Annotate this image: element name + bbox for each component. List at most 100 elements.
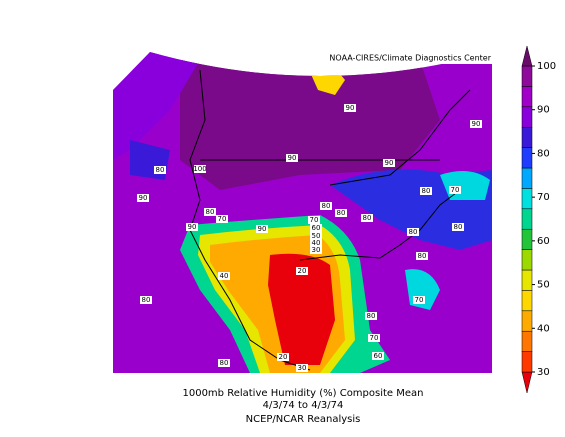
colorbar-band — [521, 126, 533, 148]
label-box — [470, 120, 482, 128]
contour-label: 90 — [288, 154, 297, 162]
contour-label: 90 — [385, 159, 394, 167]
colorbar-band — [521, 228, 533, 250]
contour-label: 60 — [374, 352, 383, 360]
label-box — [344, 104, 356, 112]
label-box — [383, 159, 395, 167]
label-box — [310, 239, 322, 247]
label-box — [277, 353, 289, 361]
contour-label: 80 — [156, 166, 165, 174]
contour-label: 40 — [312, 239, 321, 247]
credit-box — [318, 52, 494, 64]
credit: NOAA-CIRES/Climate Diagnostics Center — [329, 54, 491, 63]
colorbar-band — [521, 269, 533, 291]
label-box — [296, 364, 308, 372]
label-box — [296, 267, 308, 275]
label-box — [204, 208, 216, 216]
colorbar-tick-label: 60 — [537, 236, 550, 247]
colorbar-band — [521, 330, 533, 352]
contour-label: 70 — [451, 186, 460, 194]
label-box — [218, 272, 230, 280]
label-box — [452, 223, 464, 231]
label-box — [186, 223, 198, 231]
contour-label: 30 — [312, 246, 321, 254]
colorbar-band — [521, 249, 533, 271]
caption-line: 1000mb Relative Humidity (%) Composite M… — [182, 388, 423, 399]
contour-label: 20 — [279, 353, 288, 361]
colorbar-tick-label: 90 — [537, 105, 550, 116]
label-box — [320, 202, 332, 210]
colorbar-tick-label: 50 — [537, 280, 550, 291]
label-box — [413, 296, 425, 304]
contour-label: 70 — [310, 216, 319, 224]
label-box — [154, 166, 166, 174]
colorbar-band — [521, 65, 533, 87]
contour-label: 80 — [322, 202, 331, 210]
label-box — [218, 359, 230, 367]
colorbar-tick-label: 30 — [537, 367, 550, 378]
contour-label: 90 — [139, 194, 148, 202]
colorbar-band — [521, 167, 533, 189]
label-box — [368, 334, 380, 342]
contour-label: 80 — [220, 359, 229, 367]
contour-label: 80 — [363, 214, 372, 222]
contour-label: 90 — [472, 120, 481, 128]
contour-label: 90 — [346, 104, 355, 112]
field-red — [268, 253, 335, 365]
label-box — [416, 252, 428, 260]
contour-label: 100 — [193, 165, 206, 173]
colorbar-band — [521, 86, 533, 108]
field-pacific — [113, 52, 200, 160]
label-box — [407, 228, 419, 236]
colorbar-tick-label: 70 — [537, 192, 550, 203]
label-box — [140, 296, 152, 304]
contour-label: 80 — [142, 296, 151, 304]
contour-label: 90 — [258, 225, 267, 233]
contour-label: 70 — [218, 215, 227, 223]
caption-line: NCEP/NCAR Reanalysis — [246, 414, 361, 425]
coastlines — [189, 69, 471, 371]
colorbar-end — [521, 45, 533, 67]
label-box — [420, 187, 432, 195]
caption-line: 4/3/74 to 4/3/74 — [263, 400, 344, 411]
label-box — [372, 352, 384, 360]
colorbar-band — [521, 106, 533, 128]
contour-label: 80 — [206, 208, 215, 216]
label-box — [310, 232, 322, 240]
colorbar-band — [521, 351, 533, 373]
contour-label: 80 — [422, 187, 431, 195]
colorbar-band — [521, 208, 533, 230]
colorbar: 30 40 50 60 70 80 90 100 — [521, 45, 556, 394]
field-wet — [180, 60, 440, 190]
label-box — [310, 224, 322, 232]
colorbar-band — [521, 188, 533, 210]
colorbar-band — [521, 290, 533, 312]
contour-label: 70 — [370, 334, 379, 342]
contour-label: 80 — [367, 312, 376, 320]
contour-label: 30 — [298, 364, 307, 372]
label-box — [216, 215, 228, 223]
label-box — [256, 225, 268, 233]
label-box — [286, 154, 298, 162]
contour-label: 70 — [415, 296, 424, 304]
contour-label: 80 — [337, 209, 346, 217]
colorbar-end — [521, 371, 533, 394]
contour-label: 80 — [454, 223, 463, 231]
label-box — [137, 194, 149, 202]
colorbar-tick-label: 80 — [537, 148, 550, 159]
contour-label: 60 — [312, 224, 321, 232]
label-box — [310, 246, 322, 254]
label-box — [308, 216, 320, 224]
colorbar-band — [521, 310, 533, 332]
label-box — [361, 214, 373, 222]
label-box — [194, 165, 206, 173]
label-box — [335, 209, 347, 217]
contour-label: 80 — [418, 252, 427, 260]
label-box — [449, 186, 461, 194]
contour-label: 90 — [188, 223, 197, 231]
colorbar-tick-label: 40 — [537, 323, 550, 334]
label-box — [365, 312, 377, 320]
colorbar-band — [521, 147, 533, 169]
